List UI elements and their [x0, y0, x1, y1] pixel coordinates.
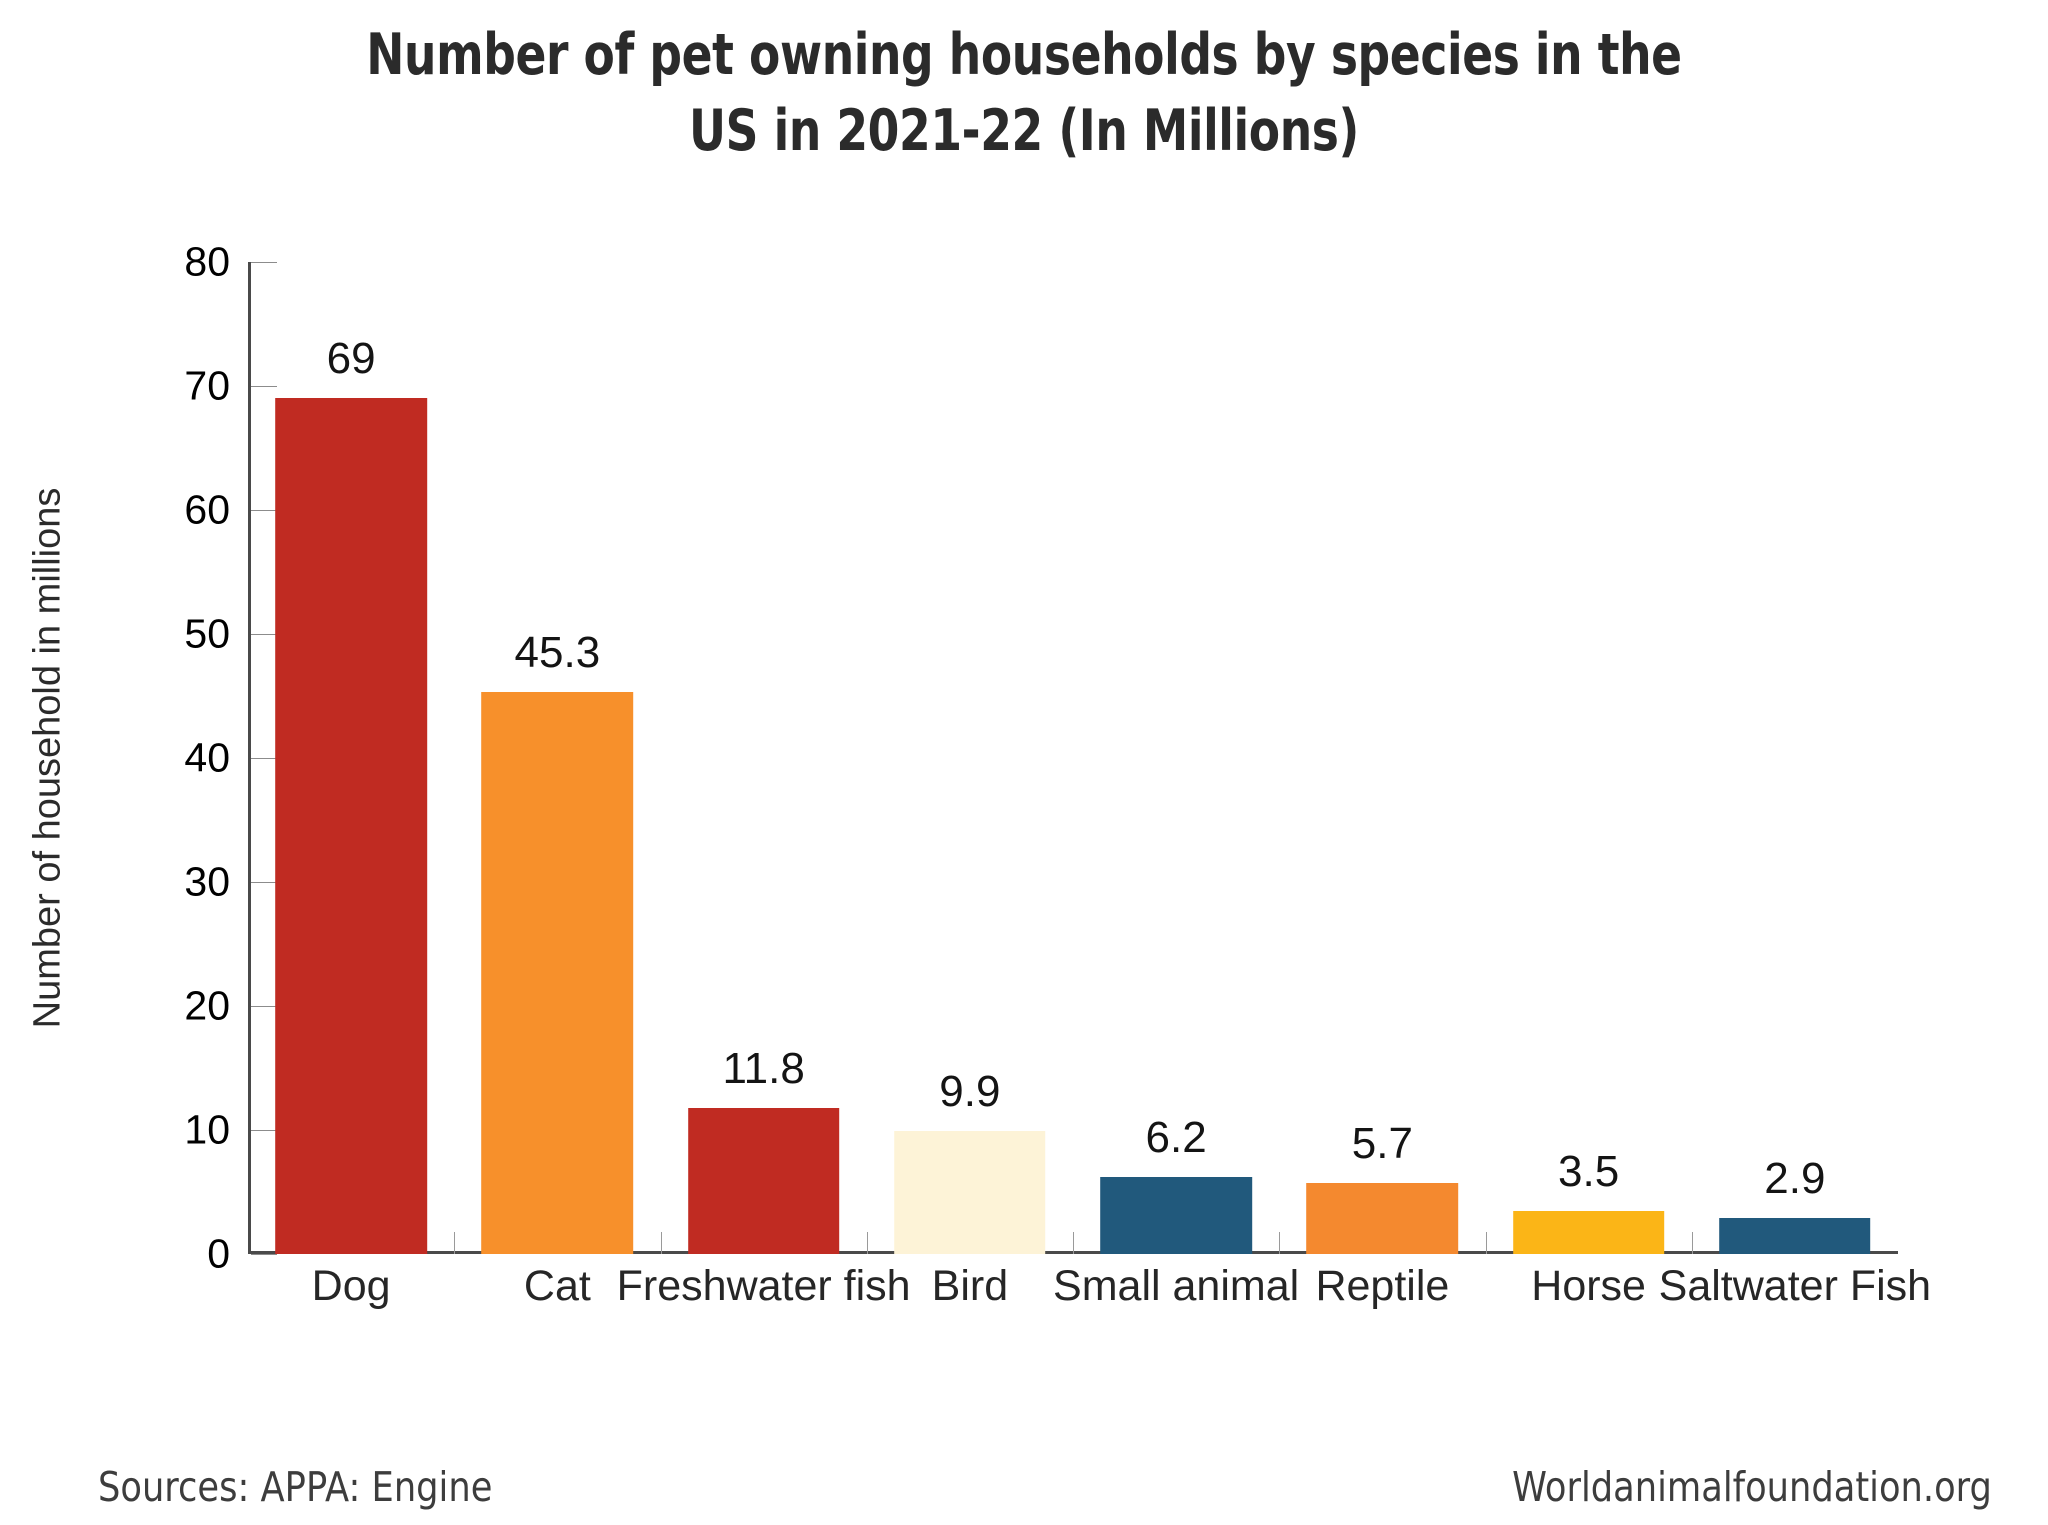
y-axis-tick-label: 20 [184, 982, 230, 1029]
x-axis-category-label: Bird [931, 1262, 1009, 1310]
y-axis-tick [251, 1006, 277, 1007]
y-axis-tick [251, 262, 277, 263]
bar[interactable] [894, 1131, 1046, 1254]
bar-group: 6.2 [1073, 262, 1279, 1254]
bar-value-label: 3.5 [1558, 1146, 1620, 1196]
x-axis-tick [1279, 1232, 1281, 1254]
x-axis-category-label: Cat [523, 1262, 591, 1310]
bar-group: 3.5 [1486, 262, 1692, 1254]
bar-group: 45.3 [454, 262, 660, 1254]
x-axis-category-label: Reptile [1315, 1262, 1450, 1310]
bar-group: 2.9 [1692, 262, 1898, 1254]
bar-group: 11.8 [661, 262, 867, 1254]
y-axis-title: Number of household in millions [26, 262, 70, 1254]
y-axis-tick-label: 80 [184, 238, 230, 285]
y-axis-tick-label: 50 [184, 610, 230, 657]
y-axis-tick [251, 882, 277, 883]
bar-group: 9.9 [867, 262, 1073, 1254]
y-axis-tick [251, 758, 277, 759]
x-axis-tick [1691, 1232, 1693, 1254]
chart-plot-area: 0 10 20 30 40 50 60 70 80 69 45.3 11.8 9.9 6.2 5.7 3.5… [184, 239, 1898, 1277]
y-axis-tick-label: 70 [184, 362, 230, 409]
bar-value-label: 5.7 [1351, 1119, 1413, 1169]
x-axis-category-labels: Dog Cat Freshwater fish Bird Small animal Rep… [248, 1262, 1931, 1322]
bar[interactable] [1719, 1218, 1871, 1254]
x-axis-category-label: Horse [1531, 1262, 1646, 1310]
bar-series: 69 45.3 11.8 9.9 6.2 5.7 3.5 2.9 [248, 262, 1898, 1254]
bar-value-label: 45.3 [514, 628, 601, 678]
bar-group: 69 [248, 262, 454, 1254]
y-axis-tick [251, 510, 277, 511]
attribution-link[interactable]: Worldanimalfoundation.org [1512, 1463, 1992, 1511]
y-axis-tick-label: 0 [207, 1230, 230, 1277]
x-axis-tick [1485, 1232, 1487, 1254]
x-axis-tick [1073, 1232, 1074, 1254]
y-axis-tick-label: 40 [184, 734, 230, 781]
bar-value-label: 9.9 [939, 1067, 1001, 1117]
y-axis-tick-label: 10 [184, 1106, 230, 1153]
bar-value-label: 69 [326, 334, 376, 384]
bar[interactable] [1512, 1210, 1665, 1254]
bar-value-label: 2.9 [1764, 1154, 1826, 1204]
x-axis-tick [454, 1232, 456, 1254]
y-axis-tick-label: 30 [184, 858, 230, 905]
bar[interactable] [1306, 1183, 1459, 1254]
y-axis-tick [251, 1130, 277, 1131]
x-axis-tick [660, 1232, 662, 1254]
bar-value-label: 6.2 [1145, 1113, 1207, 1163]
x-axis-category-label: Freshwater fish [616, 1262, 911, 1310]
y-axis-tick [251, 1254, 277, 1255]
x-axis-tick [866, 1232, 868, 1254]
bar[interactable] [481, 692, 634, 1254]
bar[interactable] [687, 1107, 840, 1254]
bar[interactable] [275, 398, 427, 1254]
x-axis-category-label: Small animal [1053, 1262, 1300, 1310]
y-axis-line [248, 262, 251, 1254]
bar[interactable] [1100, 1177, 1252, 1254]
x-axis-category-label: Saltwater Fish [1658, 1262, 1932, 1310]
bar-value-label: 11.8 [722, 1043, 805, 1093]
x-axis-category-label: Dog [311, 1262, 391, 1310]
page-title: Number of pet owning households by speci… [366, 22, 1682, 164]
sources-note: Sources: APPA: Engine [98, 1463, 493, 1511]
y-axis-tick [251, 386, 277, 387]
y-axis-tick-label: 60 [184, 486, 230, 533]
bar-group: 5.7 [1279, 262, 1485, 1254]
y-axis-tick [251, 634, 277, 635]
y-axis-title-label: Number of household in millions [26, 487, 69, 1029]
